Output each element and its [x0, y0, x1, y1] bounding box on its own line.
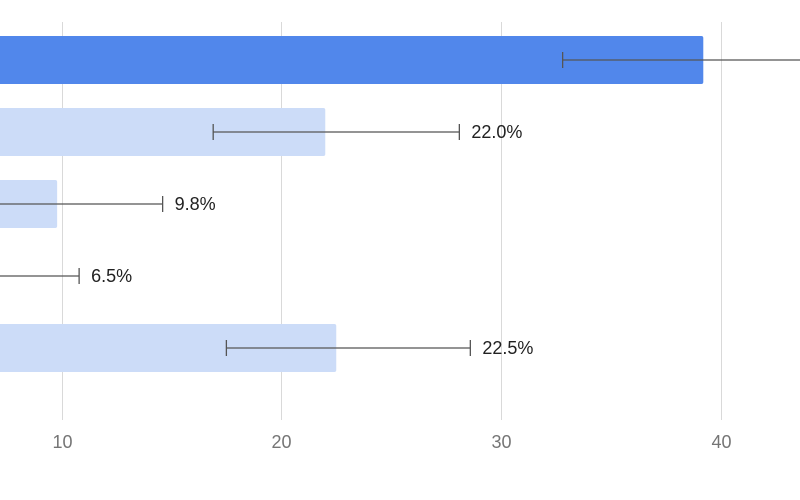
data-label: 9.8%: [175, 194, 216, 214]
x-tick-label: 10: [52, 432, 72, 452]
data-label: 6.5%: [91, 266, 132, 286]
x-tick-label: 30: [491, 432, 511, 452]
x-tick-label: 40: [711, 432, 731, 452]
data-labels: 22.0% 9.8% 6.5% 22.5%: [91, 122, 533, 358]
data-label: 22.5%: [482, 338, 533, 358]
bar: [0, 324, 337, 372]
error-bars: [0, 52, 800, 356]
x-axis-tick-labels: 10 20 30 40: [52, 432, 731, 452]
data-label: 22.0%: [471, 122, 522, 142]
x-tick-label: 20: [271, 432, 291, 452]
bar-highlighted: [0, 36, 704, 84]
bars: [0, 36, 704, 372]
bar: [0, 108, 326, 156]
